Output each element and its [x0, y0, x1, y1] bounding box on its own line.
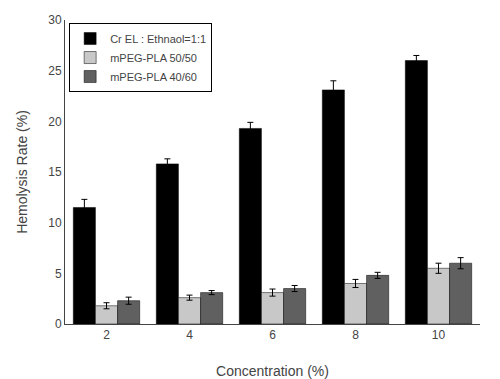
svg-text:30: 30 [48, 13, 62, 27]
svg-text:10: 10 [432, 328, 446, 342]
svg-text:8: 8 [352, 328, 359, 342]
svg-text:mPEG-PLA 40/60: mPEG-PLA 40/60 [110, 71, 197, 83]
svg-text:15: 15 [48, 165, 62, 179]
svg-text:Hemolysis Rate (%): Hemolysis Rate (%) [14, 110, 30, 234]
svg-text:Concentration (%): Concentration (%) [216, 363, 329, 379]
svg-text:mPEG-PLA 50/50: mPEG-PLA 50/50 [110, 52, 197, 64]
svg-text:25: 25 [48, 64, 62, 78]
svg-text:20: 20 [48, 115, 62, 129]
svg-text:0: 0 [55, 317, 62, 331]
svg-text:10: 10 [48, 216, 62, 230]
svg-text:2: 2 [103, 328, 110, 342]
svg-text:6: 6 [269, 328, 276, 342]
svg-text:5: 5 [55, 267, 62, 281]
svg-text:Cr EL : Ethnaol=1:1: Cr EL : Ethnaol=1:1 [110, 33, 206, 45]
svg-text:4: 4 [186, 328, 193, 342]
